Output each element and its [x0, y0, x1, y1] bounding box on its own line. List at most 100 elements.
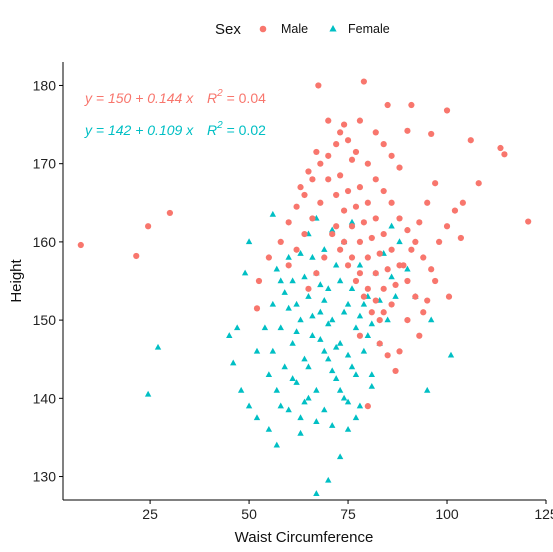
male-data-point [344, 137, 352, 144]
male-data-point [443, 107, 451, 114]
female-data-point [226, 332, 233, 338]
female-data-point [332, 343, 340, 350]
female-data-point [265, 426, 273, 432]
female-data-point [285, 304, 292, 311]
female-data-point [321, 246, 328, 252]
r2-female: R2 = 0.02 [207, 120, 266, 138]
x-axis-title: Waist Circumference [235, 529, 374, 546]
female-data-point [368, 371, 376, 378]
male-data-point [333, 141, 340, 148]
y-axis-ticks: 130 140 150 160 170 180 [33, 77, 63, 485]
female-data-point [265, 371, 273, 378]
male-data-point [293, 246, 300, 253]
male-data-point [436, 238, 443, 245]
female-data-point [289, 277, 296, 284]
female-data-point [329, 367, 336, 374]
male-data-point [265, 254, 272, 261]
female-data-point [281, 363, 288, 370]
male-data-point [412, 293, 419, 300]
male-data-point [420, 309, 427, 316]
female-data-point [277, 277, 284, 284]
male-data-point [356, 184, 364, 191]
female-data-point [344, 351, 352, 358]
female-data-point [297, 250, 304, 256]
male-data-point [360, 219, 367, 226]
male-data-point [380, 230, 387, 238]
female-data-point [241, 269, 249, 276]
male-data-point [372, 215, 379, 222]
male-data-point [301, 230, 308, 238]
male-data-point [388, 301, 395, 308]
female-data-point [352, 324, 360, 331]
annotation-male: y = 150 + 0.144 x R2 = 0.04 [84, 88, 266, 106]
female-data-point [293, 328, 300, 335]
male-data-point [364, 285, 371, 292]
male-data-point [396, 164, 403, 171]
male-data-point [337, 129, 344, 136]
male-data-point [364, 403, 371, 410]
male-data-point [443, 223, 451, 230]
male-data-point [325, 152, 332, 159]
female-data-point [332, 261, 340, 268]
legend-title: Sex [215, 21, 241, 38]
male-data-point [372, 176, 379, 183]
female-data-point [317, 308, 324, 315]
x-tick-label: 75 [340, 506, 356, 522]
y-tick-label: 160 [33, 234, 57, 250]
male-data-point [475, 180, 482, 187]
y-tick-label: 170 [33, 156, 57, 172]
male-data-point [313, 270, 320, 277]
female-data-point [253, 414, 261, 421]
male-data-point [166, 209, 173, 217]
male-data-point [432, 277, 439, 285]
male-data-point [145, 223, 152, 230]
male-data-point [301, 191, 308, 199]
male-data-point [315, 82, 322, 89]
female-data-point [317, 281, 324, 288]
y-tick-label: 150 [33, 312, 57, 328]
female-data-point [305, 394, 312, 401]
female-data-point [281, 289, 288, 295]
male-data-point [305, 168, 312, 175]
y-tick-label: 180 [33, 77, 57, 93]
equation-male: y = 150 + 0.144 x [84, 90, 194, 106]
male-data-point [424, 297, 431, 304]
female-data-point [348, 218, 356, 225]
male-data-point [457, 234, 464, 242]
female-data-point [336, 277, 344, 284]
male-data-point [380, 187, 387, 195]
female-data-point [297, 414, 304, 421]
axes [62, 62, 546, 501]
equation-female: y = 142 + 0.109 x [84, 122, 194, 138]
female-data-point [269, 300, 277, 307]
male-data-point [293, 203, 300, 210]
legend-female-marker [329, 25, 337, 32]
x-axis-ticks: 25 50 75 100 125 [142, 500, 553, 522]
female-data-point [237, 386, 245, 393]
female-series [144, 210, 455, 496]
male-data-point [428, 266, 435, 273]
female-data-point [309, 253, 316, 260]
male-data-point [352, 148, 360, 156]
male-data-point [297, 184, 304, 191]
male-data-point [372, 129, 379, 136]
male-data-point [285, 262, 292, 269]
male-data-point [420, 254, 427, 261]
male-data-point [380, 141, 387, 148]
legend-male-marker [259, 25, 267, 33]
female-data-point [245, 238, 253, 245]
female-data-point [424, 386, 431, 393]
female-data-point [336, 339, 344, 346]
legend-male-label: Male [281, 22, 308, 36]
female-data-point [352, 414, 360, 421]
female-data-point [321, 406, 328, 413]
female-data-point [269, 210, 277, 217]
male-data-point [360, 293, 367, 300]
female-data-point [325, 476, 332, 483]
male-data-point [368, 234, 375, 242]
female-data-point [289, 375, 296, 381]
male-data-point [404, 277, 411, 285]
female-data-point [313, 418, 320, 424]
female-data-point [356, 261, 364, 268]
